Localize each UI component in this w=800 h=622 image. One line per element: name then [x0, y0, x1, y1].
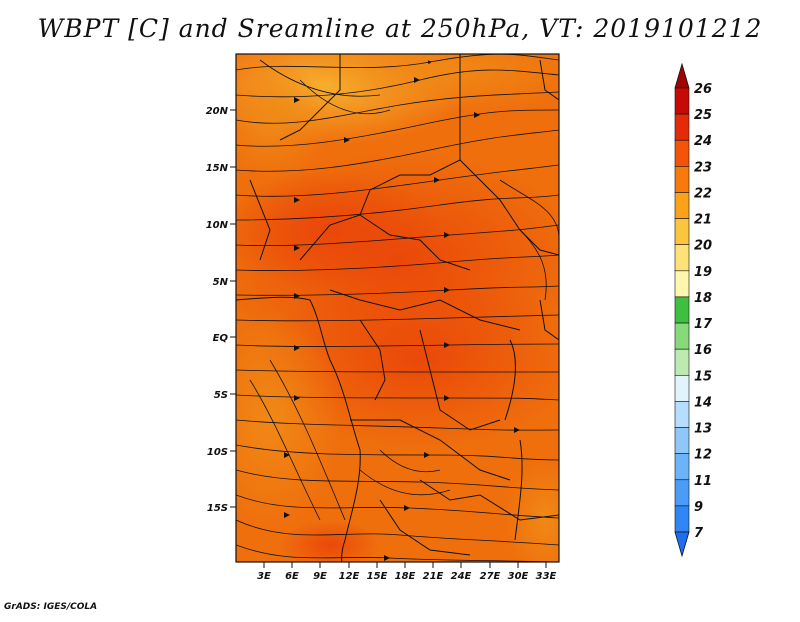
colorbar-tick-label: 9 [694, 500, 703, 515]
colorbar-tick-label: 21 [694, 213, 712, 228]
colorbar-swatch [674, 270, 690, 298]
colorbar-swatch [674, 192, 690, 219]
lat-tick-label: 10S [207, 447, 228, 458]
colorbar-swatch [674, 87, 690, 115]
map-frame [235, 53, 560, 563]
colorbar-tick-label: 20 [694, 239, 712, 254]
lat-tick-label: 20N [206, 106, 229, 117]
colorbar-swatch [674, 244, 690, 272]
lon-tick-label: 3E [257, 571, 271, 582]
lon-axis: 3E 6E 9E 12E 15E 18E 21E 24E 27E 30E 33E [257, 562, 557, 582]
colorbar-swatch [674, 296, 690, 324]
colorbar-swatch [674, 113, 690, 141]
lon-tick-label: 15E [367, 571, 388, 582]
colorbar-tick-label: 23 [694, 160, 712, 175]
colorbar-tick-label: 22 [694, 186, 712, 201]
lon-tick-label: 9E [313, 571, 327, 582]
colorbar-tick-label: 16 [694, 343, 712, 358]
colorbar-tick-label: 11 [694, 474, 712, 489]
lon-tick-label: 6E [285, 571, 299, 582]
colorbar-tick-label: 15 [694, 369, 712, 384]
colorbar-tick-label: 24 [694, 134, 712, 149]
colorbar: 26 25 24 23 22 21 20 19 18 17 16 15 14 13 12 11 9 7 [674, 62, 713, 558]
lat-tick-label: 5N [213, 277, 229, 288]
colorbar-swatch [674, 374, 690, 402]
colorbar-tick-label: 7 [694, 526, 704, 541]
lon-tick-label: 21E [423, 571, 444, 582]
colorbar-swatch [674, 427, 690, 454]
colorbar-swatch [674, 479, 690, 507]
lon-tick-label: 12E [339, 571, 360, 582]
colorbar-tick-label: 17 [694, 317, 713, 332]
colorbar-tick-label: 14 [694, 395, 712, 410]
colorbar-swatch [674, 505, 690, 533]
boundaries [236, 54, 559, 562]
lat-axis: 20N 15N 10N 5N EQ 5S 10S 15S [206, 106, 236, 514]
lon-tick-label: 24E [451, 571, 472, 582]
lat-tick-label: EQ [213, 333, 229, 344]
colorbar-swatch [674, 218, 690, 246]
colorbar-swatch [674, 348, 690, 376]
colorbar-tick-label: 12 [694, 448, 712, 463]
lon-tick-label: 30E [508, 571, 529, 582]
colorbar-swatch [674, 401, 690, 428]
chart-title: WBPT [C] and Sreamline at 250hPa, VT: 20… [37, 14, 763, 43]
colorbar-tick-label: 26 [694, 82, 712, 97]
colorbar-swatch [674, 453, 690, 481]
lat-tick-label: 5S [214, 390, 228, 401]
lat-tick-label: 15S [207, 503, 228, 514]
colorbar-min-arrow [674, 531, 690, 558]
colorbar-max-arrow [674, 62, 690, 89]
colorbar-tick-label: 18 [694, 291, 712, 306]
lat-tick-label: 15N [206, 163, 229, 174]
colorbar-swatch [674, 139, 690, 167]
lon-tick-label: 18E [395, 571, 416, 582]
colorbar-swatch [674, 166, 690, 193]
colorbar-tick-label: 13 [694, 422, 712, 437]
colorbar-tick-label: 25 [694, 108, 712, 123]
colorbar-tick-label: 19 [694, 265, 712, 280]
grads-credit: GrADS: IGES/COLA [4, 602, 98, 612]
colorbar-swatch [674, 322, 690, 350]
lat-tick-label: 10N [206, 220, 229, 231]
lon-tick-label: 27E [480, 571, 501, 582]
streamline-arrows [284, 77, 520, 561]
lon-tick-label: 33E [536, 571, 557, 582]
wbpt-field [236, 54, 559, 562]
